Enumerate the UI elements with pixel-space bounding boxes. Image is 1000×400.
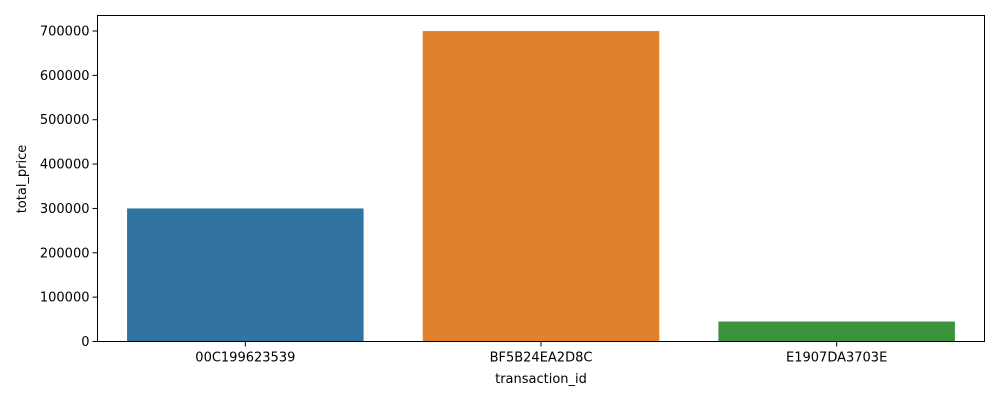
x-tick-label: E1907DA3703E xyxy=(786,351,887,366)
x-axis-label: transaction_id xyxy=(495,372,587,387)
bar-E1907DA3703E xyxy=(718,321,955,342)
y-tick-label: 0 xyxy=(81,335,89,350)
bar-00C199623539 xyxy=(127,208,364,342)
y-tick-label: 600000 xyxy=(40,69,90,84)
y-tick-label: 500000 xyxy=(40,113,90,128)
bars-group xyxy=(127,31,955,342)
x-axis: 00C199623539 BF5B24EA2D8C E1907DA3703E xyxy=(195,341,887,366)
y-tick-label: 700000 xyxy=(40,25,90,40)
y-tick-label: 300000 xyxy=(40,202,90,217)
y-tick-label: 100000 xyxy=(40,291,90,306)
y-tick-label: 400000 xyxy=(40,158,90,173)
y-axis-label: total_price xyxy=(15,145,30,214)
bar-BF5B24EA2D8C xyxy=(422,31,660,342)
x-tick-label: 00C199623539 xyxy=(195,351,295,366)
plot-frame xyxy=(97,15,985,342)
x-tick-label: BF5B24EA2D8C xyxy=(490,351,593,366)
y-axis: 0 100000 200000 300000 400000 500000 600000 700… xyxy=(40,25,98,350)
y-tick-label: 200000 xyxy=(40,246,90,261)
